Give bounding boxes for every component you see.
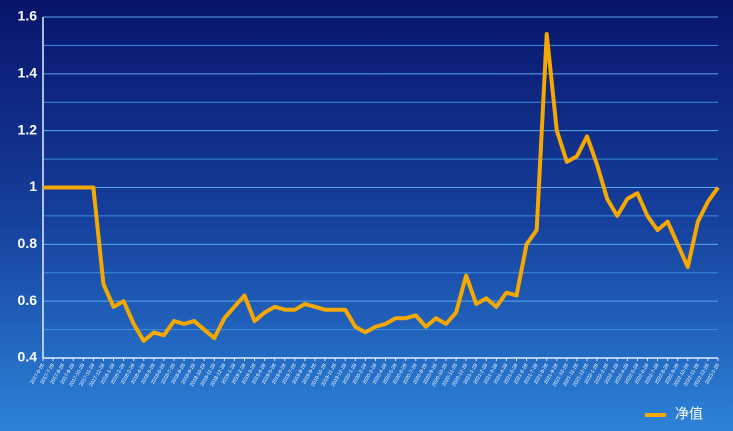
y-tick-label: 1.6 [18, 8, 38, 24]
y-tick-label: 1.2 [18, 121, 38, 137]
y-tick-label: 1 [29, 178, 37, 194]
legend-label: 净值 [675, 406, 703, 422]
series-line [43, 32, 720, 343]
y-tick-label: 0.8 [18, 235, 38, 251]
y-tick-label: 0.6 [18, 292, 38, 308]
y-tick-label: 1.4 [18, 65, 38, 81]
y-tick-label: 0.4 [18, 349, 38, 365]
